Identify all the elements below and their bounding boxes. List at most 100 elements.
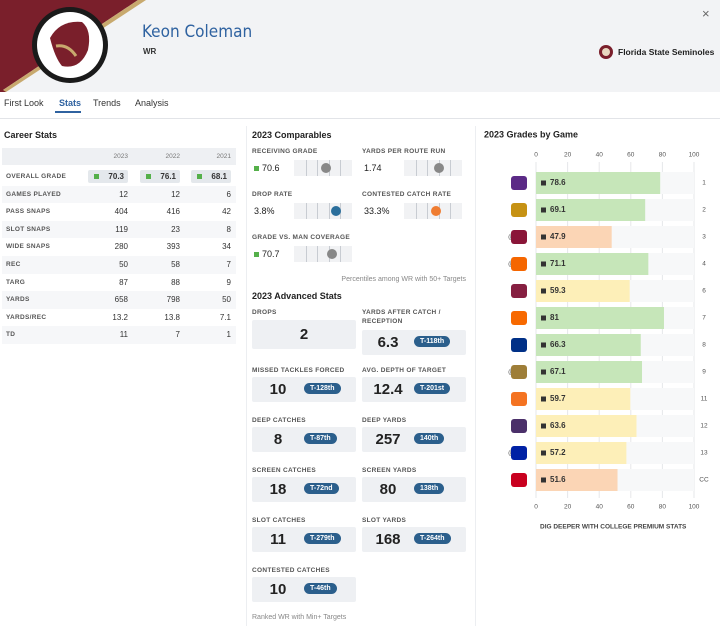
stat-value: 6.3	[377, 334, 399, 351]
bar-label: 47.9	[550, 232, 566, 241]
cell-value: 6	[226, 189, 231, 199]
slider-dot	[330, 206, 341, 216]
row-band	[2, 185, 236, 204]
comparable-value: 70.6	[262, 163, 280, 173]
week-label: 1	[702, 180, 706, 187]
cell-value: 58	[171, 260, 180, 269]
slider-track	[294, 203, 352, 219]
slider-dot	[433, 163, 444, 173]
comparable-value: 1.74	[364, 163, 382, 173]
opponent-logo	[511, 257, 527, 271]
cell-value: 8	[226, 224, 231, 234]
bar-label: 71.1	[550, 259, 566, 268]
week-label: CC	[699, 477, 709, 484]
slider-tick	[305, 203, 307, 219]
rank-badge: T-118th	[414, 336, 451, 347]
row-band	[2, 220, 236, 239]
slider-tick	[340, 160, 342, 176]
premium-link[interactable]: DIG DEEPER WITH COLLEGE PREMIUM STATS	[540, 524, 687, 531]
grade-swatch	[254, 166, 259, 171]
stat-value: 8	[273, 431, 283, 448]
slider-tick	[450, 160, 452, 176]
week-label: 3	[702, 234, 706, 241]
grade-swatch	[254, 252, 259, 257]
cell-value: 23	[171, 224, 180, 234]
cell-value: 9	[226, 277, 231, 287]
bar	[536, 226, 612, 248]
x-tick-label: 60	[627, 504, 635, 511]
section-title: 2023 Advanced Stats	[252, 291, 342, 301]
week-label: 12	[700, 423, 708, 430]
rank-badge: T-46th	[304, 583, 337, 594]
opponent-logo	[511, 365, 527, 379]
comparable-value: 3.8%	[254, 206, 275, 216]
stat-label: AVG. DEPTH OF TARGET	[362, 367, 447, 374]
cell-value: 76.1	[160, 172, 176, 181]
tab[interactable]: Stats	[59, 98, 82, 108]
cell-value: 50	[222, 295, 231, 305]
stat-label: SCREEN YARDS	[362, 467, 417, 474]
comparable-label: GRADE VS. MAN COVERAGE	[252, 234, 350, 241]
section-title: 2023 Comparables	[252, 130, 332, 140]
stat-label: CONTESTED CATCHES	[252, 567, 330, 574]
opponent-logo	[511, 419, 527, 433]
cell-value: 70.3	[108, 172, 124, 181]
cell-value: 50	[119, 260, 128, 269]
team-logo	[0, 0, 146, 92]
bar	[536, 172, 661, 194]
week-label: 6	[702, 288, 706, 295]
bar	[536, 388, 631, 410]
bar-label: 59.3	[550, 286, 566, 295]
opponent-logo	[511, 176, 527, 190]
bar-label: 59.7	[550, 394, 566, 403]
player-position: WR	[143, 47, 157, 56]
bar-swatch	[541, 315, 546, 321]
cell-value: 7	[175, 330, 180, 340]
bar-label: 78.6	[550, 178, 566, 187]
comparable-value: 70.7	[262, 249, 280, 259]
opponent-logo	[511, 311, 527, 325]
cell-value: 88	[171, 277, 180, 287]
cell-value: 42	[222, 207, 231, 217]
grade-swatch	[94, 174, 99, 179]
opponent-logo	[511, 284, 527, 298]
row-band	[2, 291, 236, 309]
close-button[interactable]: ×	[702, 6, 710, 21]
cell-value: 12	[119, 189, 128, 199]
tab[interactable]: First Look	[4, 98, 44, 108]
x-tick-label: 60	[627, 152, 635, 159]
cell-value: 798	[166, 295, 180, 305]
slider-tick	[305, 246, 307, 262]
bar	[536, 334, 641, 356]
x-tick-label: 0	[534, 504, 538, 511]
opponent-logo	[511, 392, 527, 406]
week-label: 8	[702, 342, 706, 349]
rank-badge: 138th	[414, 483, 445, 494]
x-tick-label: 0	[534, 152, 538, 159]
grade-swatch	[146, 174, 151, 179]
bar-swatch	[541, 423, 546, 429]
rank-badge: T-72nd	[304, 483, 339, 494]
bar-label: 57.2	[550, 448, 566, 457]
bar-swatch	[541, 234, 546, 240]
tab[interactable]: Trends	[93, 98, 121, 108]
bar	[536, 469, 618, 491]
row-label: YARDS/REC	[6, 313, 47, 321]
cell-value: 11	[119, 330, 128, 340]
bar-swatch	[541, 180, 546, 186]
team-name: Florida State Seminoles	[618, 47, 715, 57]
rank-badge: T-279th	[304, 533, 341, 544]
row-band	[2, 326, 236, 344]
comparables-note: Percentiles among WR with 50+ Targets	[341, 276, 466, 283]
stat-value: 2	[299, 326, 309, 343]
bar-swatch	[541, 342, 546, 348]
slider-tick	[317, 246, 319, 262]
bar-swatch	[541, 477, 546, 483]
bar-label: 51.6	[550, 475, 566, 484]
stat-value: 10	[269, 381, 287, 398]
bar-swatch	[541, 450, 546, 456]
bar	[536, 307, 664, 329]
tab[interactable]: Analysis	[135, 98, 169, 108]
slider-dot	[320, 163, 331, 173]
row-label: YARDS	[6, 296, 30, 304]
